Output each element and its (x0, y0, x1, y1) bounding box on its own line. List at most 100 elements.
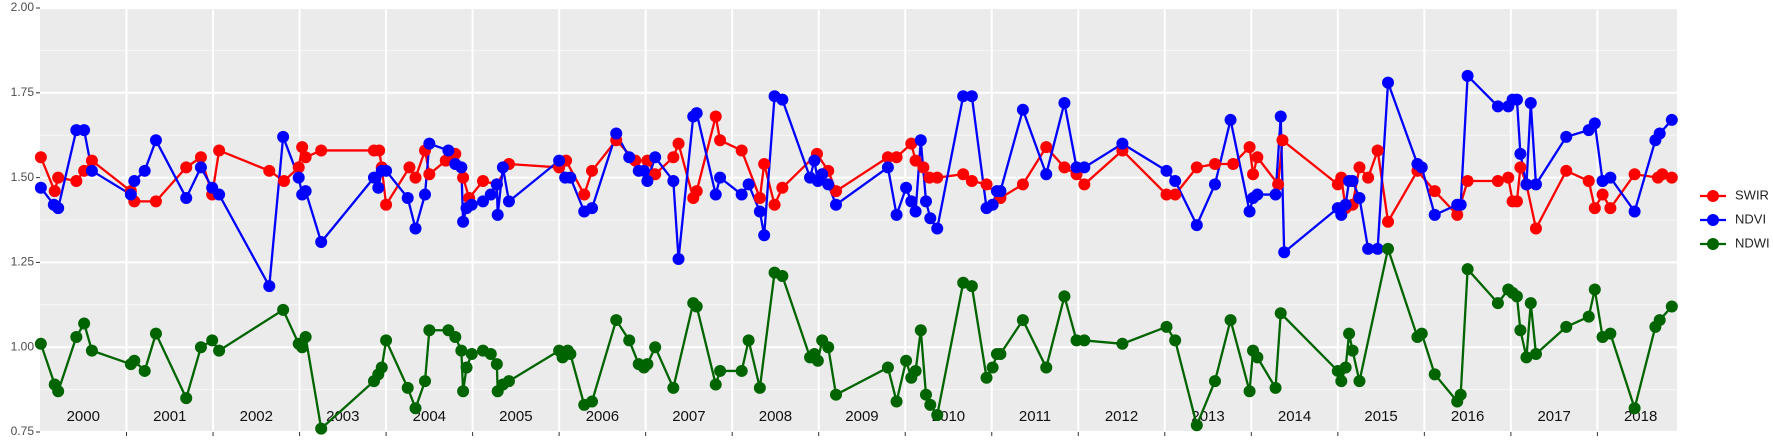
data-point (758, 229, 771, 242)
year-label: 2006 (586, 408, 619, 425)
year-label: 2005 (499, 408, 532, 425)
data-point (490, 358, 503, 371)
data-point (709, 188, 722, 201)
data-point (299, 185, 312, 198)
data-point (85, 344, 98, 357)
data-point (965, 174, 978, 187)
data-point (423, 168, 436, 181)
data-point (277, 130, 290, 143)
year-label: 2001 (153, 408, 186, 425)
data-point (1524, 96, 1537, 109)
data-point (1362, 171, 1375, 184)
data-point (1278, 246, 1291, 259)
data-point (1428, 208, 1441, 221)
data-point (1461, 263, 1474, 276)
data-point (1208, 158, 1221, 171)
legend: SWIR NDVI NDWI (1700, 187, 1770, 250)
data-point (315, 236, 328, 249)
data-point (372, 181, 385, 194)
data-point (881, 151, 894, 164)
data-point (994, 347, 1007, 360)
data-point (1428, 185, 1441, 198)
data-point (667, 174, 680, 187)
data-point (1058, 96, 1071, 109)
data-point (409, 402, 422, 415)
data-point (465, 347, 478, 360)
data-point (1335, 208, 1348, 221)
data-point (1371, 242, 1384, 255)
data-point (457, 385, 470, 398)
data-point (1190, 161, 1203, 174)
data-point (919, 388, 932, 401)
data-point (502, 375, 515, 388)
data-point (714, 171, 727, 184)
data-point (586, 395, 599, 408)
data-point (34, 151, 47, 164)
data-point (1382, 242, 1395, 255)
data-point (78, 124, 91, 137)
data-point (1514, 324, 1527, 337)
y-tick-label: 2.00 (11, 0, 35, 14)
data-point (1596, 188, 1609, 201)
data-point (1251, 188, 1264, 201)
data-point (1510, 195, 1523, 208)
year-label: 2009 (845, 408, 878, 425)
data-point (277, 303, 290, 316)
data-point (881, 161, 894, 174)
data-point (1335, 375, 1348, 388)
data-point (296, 141, 309, 154)
legend-label: NDVI (1735, 211, 1766, 226)
data-point (1514, 147, 1527, 160)
data-point (1514, 161, 1527, 174)
data-point (623, 334, 636, 347)
data-point (1247, 168, 1260, 181)
data-point (1529, 222, 1542, 235)
data-point (881, 361, 894, 374)
data-point (957, 168, 970, 181)
data-point (465, 198, 478, 211)
year-label: 2017 (1537, 408, 1570, 425)
data-point (48, 185, 61, 198)
data-point (34, 337, 47, 350)
data-point (138, 164, 151, 177)
data-point (753, 191, 766, 204)
data-point (822, 178, 835, 191)
data-point (455, 344, 468, 357)
data-point (830, 185, 843, 198)
data-point (419, 375, 432, 388)
data-point (822, 341, 835, 354)
data-point (709, 110, 722, 123)
data-point (1243, 205, 1256, 218)
data-point (924, 212, 937, 225)
data-point (1653, 314, 1666, 327)
data-point (1251, 351, 1264, 364)
data-point (1604, 202, 1617, 215)
data-point (714, 364, 727, 377)
data-point (672, 137, 685, 150)
data-point (980, 371, 993, 384)
data-point (1529, 347, 1542, 360)
data-point (124, 188, 137, 201)
data-point (128, 174, 141, 187)
data-point (1078, 178, 1091, 191)
data-point (52, 385, 65, 398)
data-point (213, 144, 226, 157)
data-point (78, 317, 91, 330)
data-point (490, 178, 503, 191)
data-point (1665, 113, 1678, 126)
data-point (1190, 219, 1203, 232)
data-point (905, 137, 918, 150)
data-point (1243, 385, 1256, 398)
data-point (1078, 161, 1091, 174)
data-point (1040, 168, 1053, 181)
data-point (735, 364, 748, 377)
data-point (1588, 202, 1601, 215)
data-point (315, 422, 328, 435)
data-point (457, 215, 470, 228)
data-point (919, 195, 932, 208)
data-point (1274, 307, 1287, 320)
data-point (1227, 158, 1240, 171)
data-point (1243, 141, 1256, 154)
data-point (1353, 375, 1366, 388)
